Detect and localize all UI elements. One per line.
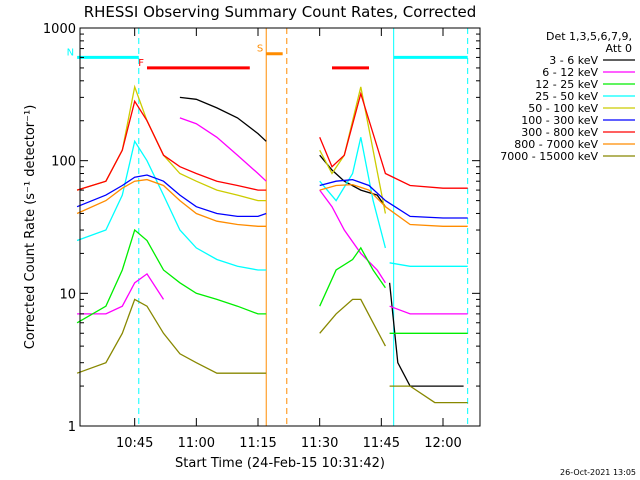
series-9-segment-1: [76, 298, 267, 374]
plot-frame: [79, 27, 481, 427]
series-6-segment-2: [319, 178, 468, 219]
series-8-segment-1: [76, 178, 267, 227]
series-5-segment-2: [319, 86, 387, 214]
series-2-segment-3: [319, 189, 386, 284]
series-4-segment-2: [319, 137, 387, 249]
footer-timestamp: 26-Oct-2021 13:05: [560, 468, 636, 477]
series-7-segment-2: [319, 91, 468, 189]
series-2-segment-1: [77, 272, 165, 315]
series-8-segment-2: [319, 183, 468, 227]
y-axis-label: Corrected Count Rate (s⁻¹ detector⁻¹): [23, 105, 38, 350]
legend-label-6: 100 - 300 keV: [521, 114, 598, 127]
series-6-segment-1: [76, 174, 267, 218]
legend-label-2: 6 - 12 keV: [542, 66, 598, 79]
series-9-segment-2: [319, 298, 386, 347]
y-tick-label-3: 100: [51, 155, 76, 170]
x-axis-label: Start Time (24-Feb-15 10:31:42): [175, 456, 385, 471]
chart-title: RHESSI Observing Summary Count Rates, Co…: [84, 3, 477, 21]
series-5-segment-1: [76, 84, 267, 202]
series-1-segment-3: [388, 282, 464, 387]
series-9-segment-3: [389, 385, 468, 404]
x-tick-label-4: 11:30: [301, 436, 338, 451]
series-2-segment-4: [389, 305, 468, 315]
legend-label-4: 25 - 50 keV: [535, 90, 598, 103]
series-3-segment-1: [76, 228, 267, 324]
flag-label-F: F: [138, 58, 144, 69]
series-4-segment-3: [389, 262, 468, 267]
series-2-segment-2: [179, 117, 267, 182]
legend-label-3: 12 - 25 keV: [535, 78, 598, 91]
x-tick-label-3: 11:15: [239, 436, 276, 451]
series-7-segment-1: [76, 99, 267, 191]
series-4-segment-1: [76, 139, 267, 271]
legend-label-1: 3 - 6 keV: [549, 54, 598, 67]
flag-label-N: N: [67, 47, 74, 58]
legend-label-8: 800 - 7000 keV: [514, 138, 598, 151]
x-tick-label-6: 12:00: [424, 436, 461, 451]
series-3-segment-2: [319, 246, 386, 307]
legend-label-9: 7000 - 15000 keV: [500, 150, 598, 163]
x-tick-label-2: 11:00: [178, 436, 215, 451]
legend-header-line-1: Det 1,3,5,6,7,9,: [546, 30, 632, 43]
legend-label-5: 50 - 100 keV: [528, 102, 598, 115]
y-tick-label-2: 10: [59, 287, 76, 302]
legend-label-7: 300 - 800 keV: [521, 126, 598, 139]
series-1-segment-2: [319, 154, 386, 208]
x-tick-label-1: 10:45: [116, 436, 153, 451]
legend-header-line-2: Att 0: [606, 42, 632, 55]
y-tick-label-1: 1: [68, 420, 76, 435]
flag-label-S: S: [257, 44, 263, 55]
series-1-segment-1: [179, 96, 267, 142]
x-tick-label-5: 11:45: [363, 436, 400, 451]
y-tick-label-4: 1000: [43, 22, 76, 37]
